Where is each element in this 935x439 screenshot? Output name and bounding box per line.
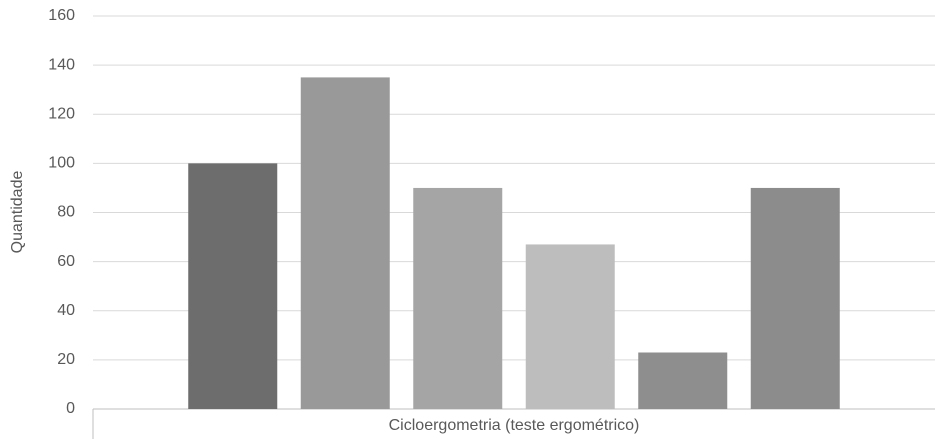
y-tick-label: 60: [57, 253, 75, 270]
bar: [750, 187, 840, 409]
y-tick-label: 100: [48, 155, 75, 172]
bar: [188, 163, 278, 409]
bar: [525, 244, 615, 409]
y-tick-label: 140: [48, 56, 75, 73]
y-tick-label: 120: [48, 105, 75, 122]
bar: [300, 77, 390, 409]
y-tick-label: 0: [66, 400, 75, 417]
y-axis-label: Quantidade: [9, 171, 26, 254]
y-tick-label: 20: [57, 351, 75, 368]
bar: [413, 187, 503, 409]
y-tick-label: 160: [48, 7, 75, 24]
y-tick-label: 40: [57, 302, 75, 319]
x-tick-label: Cicloergometria (teste ergométrico): [389, 417, 640, 434]
bar: [638, 352, 728, 409]
y-tick-label: 80: [57, 204, 75, 221]
